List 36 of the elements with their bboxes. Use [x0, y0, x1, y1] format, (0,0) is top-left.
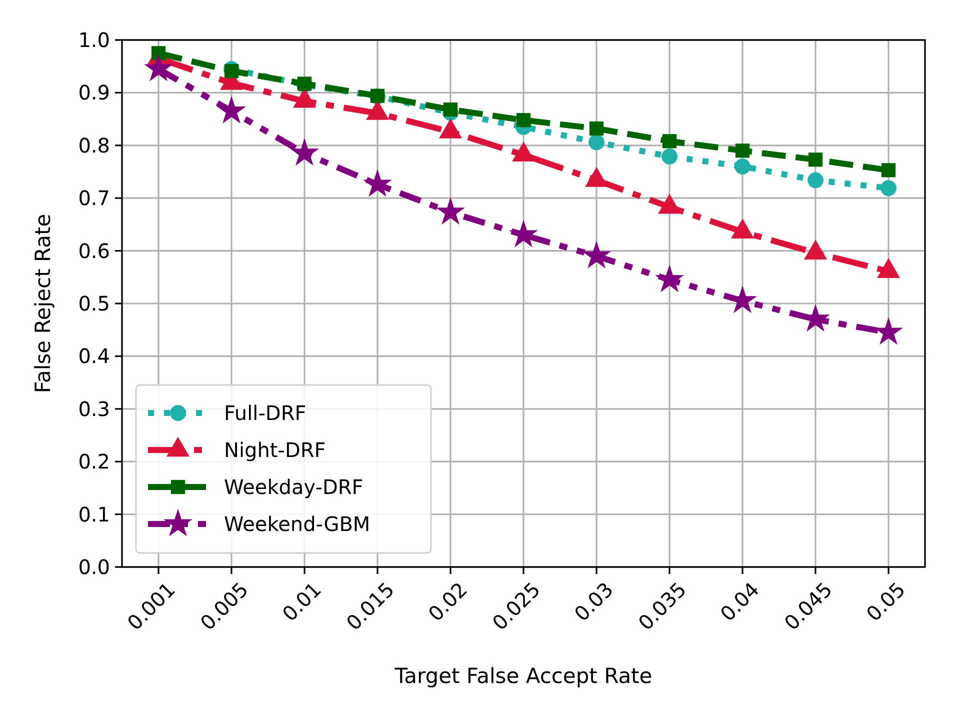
- point: [655, 264, 684, 292]
- point: [436, 197, 465, 225]
- y-tick-label: 0.3: [78, 396, 110, 421]
- legend-label: Night-DRF: [224, 438, 326, 462]
- legend-label: Full-DRF: [224, 401, 306, 425]
- point: [662, 134, 677, 148]
- y-tick-label: 0.7: [78, 186, 110, 210]
- point: [363, 169, 392, 197]
- legend-label: Weekday-DRF: [224, 475, 364, 499]
- y-tick-label: 1.0: [78, 28, 110, 52]
- point: [808, 172, 824, 188]
- point: [881, 163, 896, 178]
- point: [880, 180, 896, 196]
- legend-label: Weekend-GBM: [224, 512, 370, 536]
- y-axis-title: False Reject Rate: [31, 214, 55, 394]
- y-tick-label: 0.2: [78, 450, 110, 474]
- y-tick-label: 0.5: [78, 292, 110, 316]
- point: [662, 148, 678, 164]
- point: [808, 152, 823, 167]
- point: [588, 134, 604, 150]
- y-tick-label: 0.6: [78, 238, 110, 263]
- point: [582, 240, 611, 268]
- point: [735, 144, 750, 158]
- point: [734, 158, 750, 174]
- point: [443, 102, 458, 117]
- y-tick-label: 0.9: [78, 80, 110, 105]
- x-axis-title: Target False Accept Rate: [394, 664, 652, 688]
- y-tick-label: 0.0: [78, 555, 110, 579]
- y-tick-label: 0.1: [78, 502, 110, 526]
- y-tick-label: 0.8: [78, 133, 110, 158]
- point: [516, 113, 531, 128]
- point: [290, 138, 319, 166]
- point: [224, 64, 239, 78]
- point: [509, 220, 538, 248]
- y-tick-label: 0.4: [78, 344, 110, 368]
- point: [589, 121, 604, 136]
